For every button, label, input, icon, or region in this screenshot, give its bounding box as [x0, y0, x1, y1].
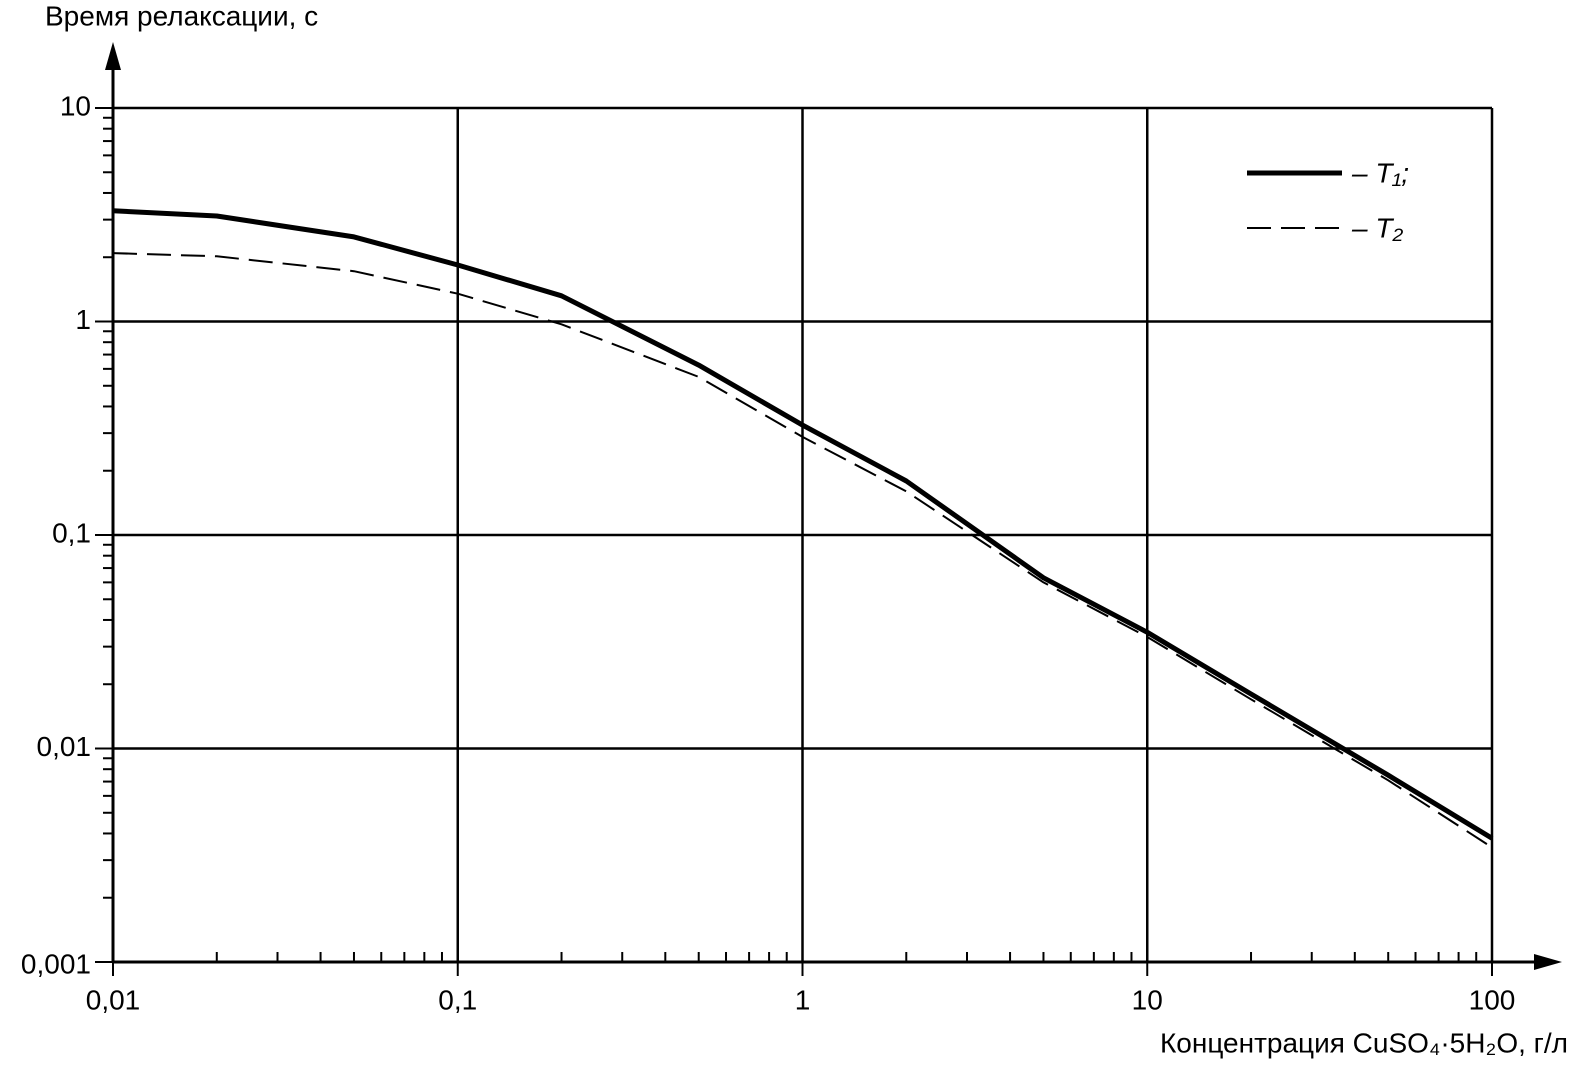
- y-tick-label: 0,1: [52, 517, 91, 548]
- y-tick-label: 0,001: [21, 948, 91, 979]
- y-axis-arrow: [105, 42, 121, 70]
- x-tick-label: 0,1: [438, 984, 477, 1015]
- y-axis-label: Время релаксации, с: [45, 0, 318, 31]
- x-tick-label: 10: [1132, 984, 1163, 1015]
- x-tick-label: 100: [1469, 984, 1516, 1015]
- x-axis-arrow: [1534, 954, 1562, 970]
- x-tick-label: 0,01: [86, 984, 141, 1015]
- y-tick-label: 1: [75, 304, 91, 335]
- y-tick-label: 0,01: [37, 731, 92, 762]
- x-tick-label: 1: [795, 984, 811, 1015]
- x-axis-label: Концентрация CuSO₄·5H₂O, г/л: [1160, 1027, 1568, 1058]
- y-tick-label: 10: [60, 90, 91, 121]
- series-line: [112, 208, 1494, 841]
- series-line: [112, 252, 1493, 849]
- legend-label: – T₁;: [1351, 157, 1409, 188]
- legend-label: – T₂: [1351, 212, 1403, 243]
